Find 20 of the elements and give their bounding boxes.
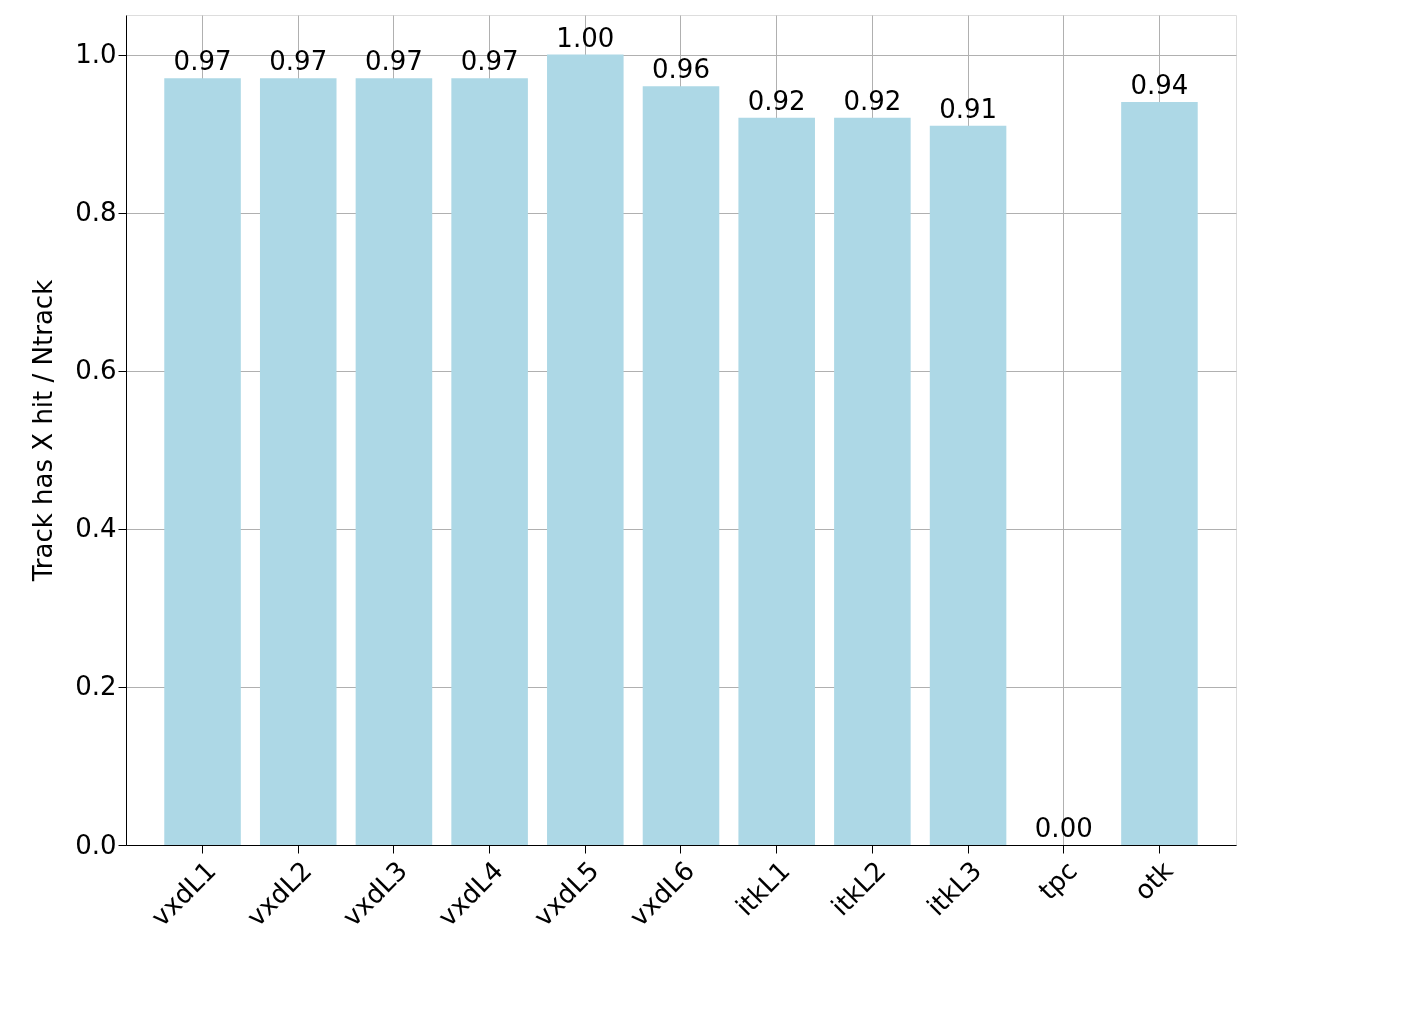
data-label: 0.97 [364,46,423,77]
y-axis-title: Track has X hit / Ntrack [28,279,59,583]
y-tick-label: 0.2 [75,671,117,702]
data-label: 0.94 [1130,69,1189,100]
data-label: 1.00 [556,22,615,53]
x-tick-label: tpc [1032,855,1083,906]
data-label: 0.96 [652,54,710,85]
y-tick-label: 0.6 [75,355,117,386]
x-tick-label: otk [1128,855,1179,906]
data-label: 0.97 [173,46,232,77]
data-label: 0.92 [747,85,806,116]
y-tick-label: 0.4 [75,513,117,544]
data-label: 0.00 [1034,813,1093,843]
y-tick-label: 1.0 [75,39,117,70]
data-label: 0.97 [269,46,328,77]
y-tick-label: 0.8 [75,197,117,228]
y-tick-label: 0.0 [75,829,117,860]
data-label: 0.97 [460,46,519,77]
data-label: 0.92 [843,85,902,116]
data-label: 0.91 [939,93,998,124]
